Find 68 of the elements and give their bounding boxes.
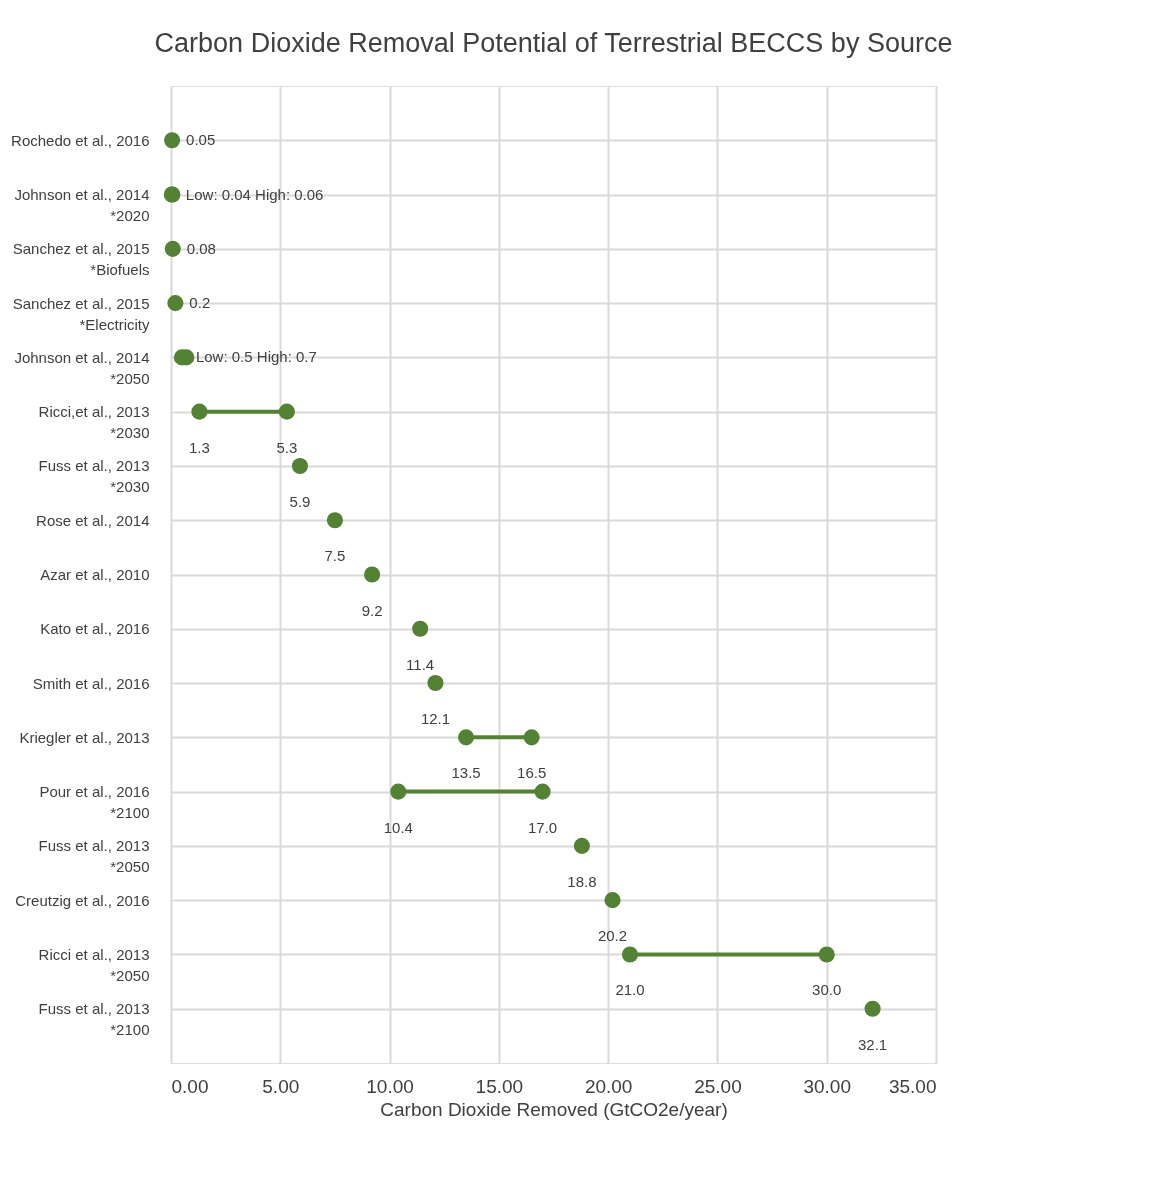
x-tick-label: 25.00 xyxy=(694,1075,742,1097)
data-label: 21.0 xyxy=(615,981,645,999)
data-label: 0.08 xyxy=(186,239,216,257)
x-tick-label: 10.00 xyxy=(366,1075,414,1097)
y-tick-label: Johnson et al., 2014 *2020 xyxy=(14,186,150,225)
x-tick-label: 35.00 xyxy=(888,1075,937,1097)
x-tick-label: 20.00 xyxy=(584,1075,633,1097)
data-label: 0.2 xyxy=(189,294,211,312)
y-tick-label: Sanchez et al., 2015 *Biofuels xyxy=(12,240,150,279)
data-label: 30.0 xyxy=(812,981,842,999)
y-tick-label: Fuss et al., 2013 *2050 xyxy=(38,837,150,876)
data-label: 18.8 xyxy=(567,872,597,890)
data-label: 16.5 xyxy=(517,764,547,782)
point xyxy=(523,729,540,746)
point xyxy=(458,729,475,746)
data-label: 12.1 xyxy=(420,710,451,728)
x-tick-label: 15.00 xyxy=(475,1075,524,1097)
data-label: 9.2 xyxy=(361,601,383,619)
point xyxy=(164,240,181,257)
point xyxy=(864,1000,881,1017)
data-label: 1.3 xyxy=(188,438,210,456)
point xyxy=(167,295,184,312)
data-label: 11.4 xyxy=(406,655,435,673)
data-label: 17.0 xyxy=(527,818,558,836)
y-tick-label: Creutzig et al., 2016 xyxy=(15,891,150,909)
point xyxy=(164,186,181,203)
data-label: 32.1 xyxy=(858,1035,888,1053)
y-tick-label: Smith et al., 2016 xyxy=(32,674,150,692)
x-tick-label: 0.00 xyxy=(171,1075,209,1097)
data-label: 7.5 xyxy=(324,547,346,565)
point xyxy=(278,403,295,420)
point xyxy=(164,132,181,149)
point xyxy=(604,892,621,909)
y-tick-label: Ricci,et al., 2013 *2030 xyxy=(38,403,150,442)
point xyxy=(291,457,309,474)
point xyxy=(326,512,343,529)
y-tick-label: Ricci et al., 2013 *2050 xyxy=(38,945,150,984)
data-label: 13.5 xyxy=(451,764,481,782)
point xyxy=(573,837,590,854)
point xyxy=(427,675,444,692)
y-tick-label: Rose et al., 2014 xyxy=(36,511,150,529)
data-label: Low: 0.04 High: 0.06 xyxy=(185,185,324,203)
x-tick-label: 5.00 xyxy=(262,1075,300,1097)
x-axis-title: Carbon Dioxide Removed (GtCO2e/year) xyxy=(380,1098,728,1120)
point xyxy=(364,566,381,583)
data-label: 5.3 xyxy=(276,438,298,456)
x-tick-label: 30.00 xyxy=(803,1075,851,1097)
point xyxy=(412,620,429,637)
data-label: 10.4 xyxy=(383,818,413,836)
data-label: Low: 0.5 High: 0.7 xyxy=(195,348,317,366)
y-tick-label: Rochedo et al., 2016 xyxy=(11,131,150,149)
point xyxy=(390,783,407,800)
y-tick-label: Sanchez et al., 2015 *Electricity xyxy=(12,294,150,333)
data-label: 0.05 xyxy=(186,131,216,149)
y-tick-label: Azar et al., 2010 xyxy=(40,566,150,583)
y-tick-label: Fuss et al., 2013 *2030 xyxy=(38,457,150,496)
point xyxy=(818,946,835,963)
y-tick-label: Kato et al., 2016 xyxy=(40,620,150,638)
point xyxy=(191,403,208,420)
y-tick-label: Johnson et al., 2014 *2050 xyxy=(14,348,150,387)
y-tick-label: Kriegler et al., 2013 xyxy=(19,728,150,746)
data-label: 5.9 xyxy=(289,492,311,510)
chart-title: Carbon Dioxide Removal Potential of Terrestrial BECCS by Source xyxy=(154,28,953,58)
point xyxy=(621,946,639,963)
y-tick-label: Pour et al., 2016 *2100 xyxy=(39,783,150,822)
y-tick-label: Fuss et al., 2013 *2100 xyxy=(38,1000,150,1039)
point xyxy=(534,783,551,800)
data-label: 20.2 xyxy=(597,927,628,945)
